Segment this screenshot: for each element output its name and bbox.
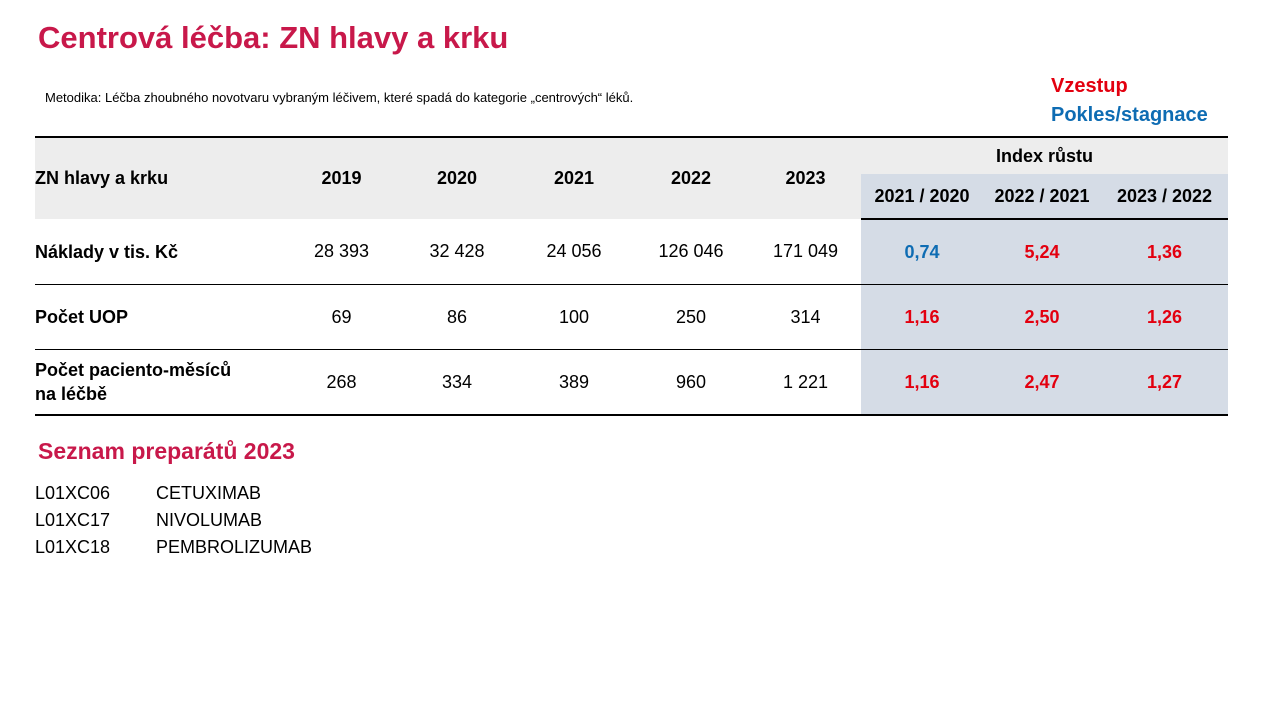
index-cell: 1,16 — [861, 349, 983, 416]
index-cell: 1,16 — [861, 284, 983, 350]
index-cell: 1,27 — [1101, 349, 1229, 416]
table-cell: 32 428 — [398, 219, 516, 285]
table-cell: 960 — [632, 349, 750, 416]
index-cell: 2,50 — [983, 284, 1101, 350]
index-column-header: 2021 / 2020 — [861, 174, 983, 220]
drug-list: L01XC06 CETUXIMAB L01XC17 NIVOLUMAB L01XC1… — [35, 480, 312, 561]
drug-code: L01XC17 — [35, 510, 111, 530]
index-column-header: 2023 / 2022 — [1101, 174, 1229, 220]
table-cell: 24 056 — [516, 219, 632, 285]
drug-name: PEMBROLIZUMAB — [156, 537, 313, 557]
index-cell: 2,47 — [983, 349, 1101, 416]
table-cell: 126 046 — [632, 219, 750, 285]
index-cell: 1,36 — [1101, 219, 1229, 285]
table-cell: 268 — [285, 349, 398, 416]
drug-name: NIVOLUMAB — [156, 510, 263, 530]
drug-code: L01XC18 — [35, 537, 111, 557]
row-header: ZN hlavy a krku — [35, 136, 285, 219]
table-row: Náklady v tis. Kč 28 393 32 428 24 056 1… — [35, 219, 1229, 285]
row-label: Náklady v tis. Kč — [35, 219, 285, 285]
legend-decrease: Pokles/stagnace — [1051, 104, 1208, 126]
year-header: 2021 — [516, 136, 632, 219]
list-item: L01XC17 NIVOLUMAB — [35, 507, 312, 534]
row-label-line: na léčbě — [35, 384, 108, 404]
table-cell: 250 — [632, 284, 750, 350]
row-label: Počet UOP — [35, 284, 285, 350]
table-cell: 86 — [398, 284, 516, 350]
table-row: Počet UOP 69 86 100 250 314 1,16 2,50 1,… — [35, 284, 1229, 350]
year-header: 2020 — [398, 136, 516, 219]
table-cell: 314 — [750, 284, 861, 350]
drug-list-title: Seznam preparátů 2023 — [38, 438, 295, 464]
index-cell: 1,26 — [1101, 284, 1229, 350]
table-cell: 100 — [516, 284, 632, 350]
drug-name: CETUXIMAB — [156, 483, 262, 503]
table-cell: 334 — [398, 349, 516, 416]
row-label: Počet paciento-měsíců na léčbě — [35, 349, 285, 416]
statistics-table: ZN hlavy a krku 2019 2020 2021 2022 2023… — [35, 136, 1229, 416]
year-header: 2019 — [285, 136, 398, 219]
index-cell: 5,24 — [983, 219, 1101, 285]
year-header: 2022 — [632, 136, 750, 219]
index-column-header: 2022 / 2021 — [983, 174, 1101, 220]
table-cell: 171 049 — [750, 219, 861, 285]
table-cell: 1 221 — [750, 349, 861, 416]
index-cell: 0,74 — [861, 219, 983, 285]
legend-increase: Vzestup — [1051, 75, 1128, 97]
methodology-note: Metodika: Léčba zhoubného novotvaru vybr… — [45, 90, 634, 105]
year-header: 2023 — [750, 136, 861, 219]
table-cell: 69 — [285, 284, 398, 350]
page-title: Centrová léčba: ZN hlavy a krku — [38, 20, 509, 55]
list-item: L01XC18 PEMBROLIZUMAB — [35, 534, 312, 561]
drug-code: L01XC06 — [35, 483, 111, 503]
table-row: Počet paciento-měsíců na léčbě 268 334 3… — [35, 349, 1229, 416]
table-cell: 389 — [516, 349, 632, 416]
trend-legend: Vzestup Pokles/stagnace — [1051, 72, 1208, 130]
list-item: L01XC06 CETUXIMAB — [35, 480, 312, 507]
index-header: Index růstu — [861, 136, 1229, 174]
row-label-line: Počet paciento-měsíců — [35, 360, 232, 380]
table-cell: 28 393 — [285, 219, 398, 285]
